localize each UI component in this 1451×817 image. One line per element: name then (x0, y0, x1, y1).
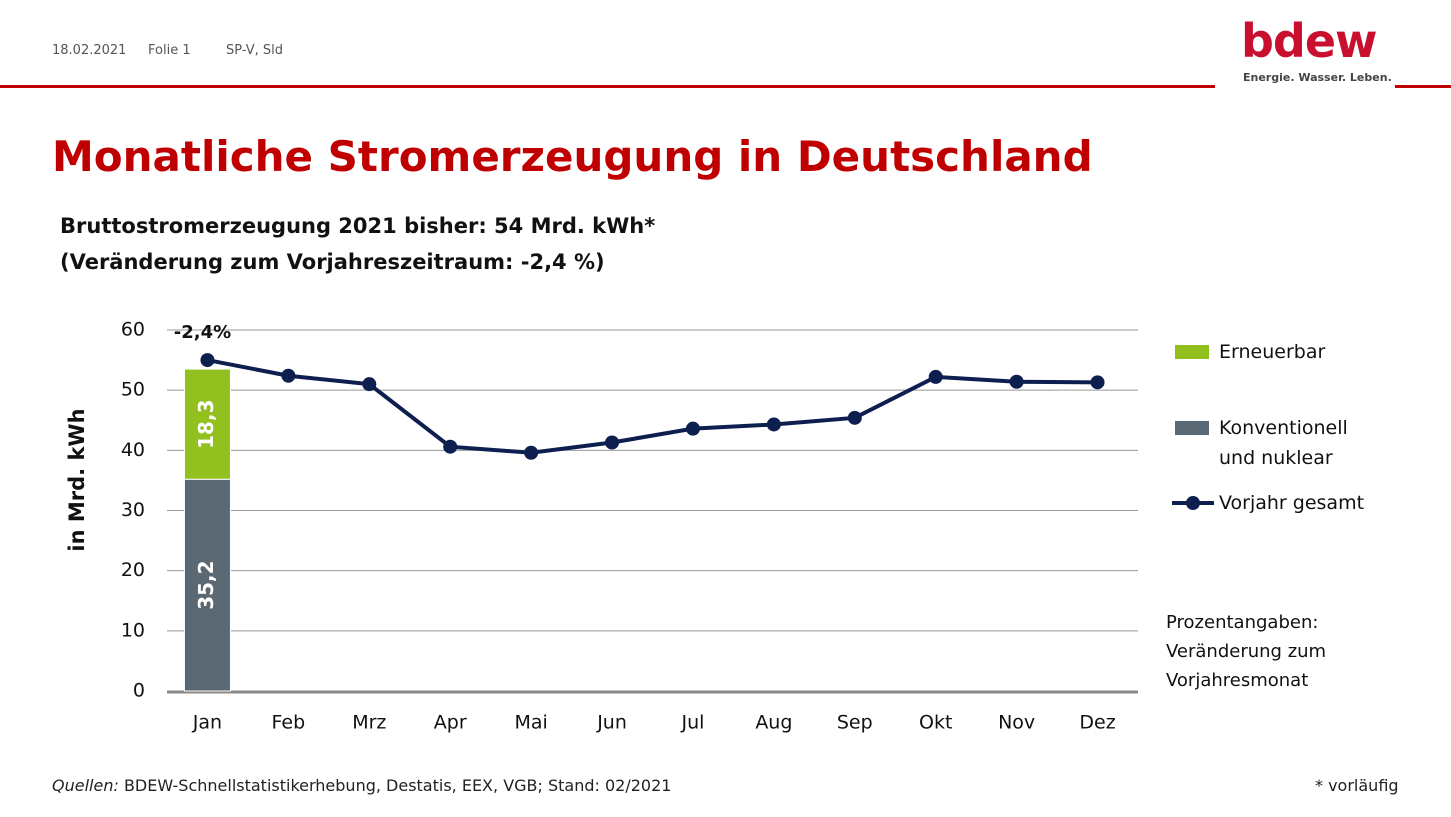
line-marker (685, 421, 700, 436)
line-marker (928, 369, 943, 384)
x-tick-label: Mrz (352, 712, 386, 734)
data-label: 18,3 (194, 399, 218, 448)
data-label: 35,2 (194, 560, 218, 609)
legend-swatch (1175, 421, 1209, 435)
subtitle: Bruttostromerzeugung 2021 bisher: 54 Mrd… (60, 214, 656, 238)
y-tick-label: 40 (121, 439, 145, 461)
x-tick-label: Aug (755, 712, 792, 734)
source-text: BDEW-Schnellstatistikerhebung, Destatis,… (123, 776, 672, 795)
x-tick-label: Nov (998, 712, 1035, 734)
y-tick-label: 20 (121, 559, 145, 581)
header-slide: Folie 1 (148, 43, 191, 58)
header-date: 18.02.2021 (52, 43, 127, 58)
remark: * vorläufig (1315, 776, 1399, 795)
source-label: Quellen: (52, 776, 119, 795)
x-tick-label: Apr (434, 712, 467, 734)
line-marker (1090, 375, 1105, 390)
annotation: -2,4% (174, 322, 231, 343)
y-axis-label: in Mrd. kWh (65, 408, 89, 551)
line-marker (1009, 374, 1024, 389)
header-rule (1395, 85, 1451, 88)
x-tick-label: Dez (1079, 712, 1115, 734)
legend-label: Vorjahr gesamt (1219, 492, 1365, 514)
line-marker (443, 439, 458, 454)
x-tick-label: Jan (192, 712, 222, 734)
legend-swatch (1186, 496, 1200, 510)
legend-swatch (1175, 345, 1209, 359)
legend-label: Konventionell und nuklear (1219, 417, 1348, 469)
header-author: SP-V, Sld (226, 43, 284, 58)
header-rule (0, 85, 1215, 88)
bar-segment (183, 368, 231, 480)
line-marker (200, 353, 215, 368)
y-tick-label: 10 (121, 619, 145, 641)
logo-tagline: Energie. Wasser. Leben. (1243, 71, 1392, 84)
y-tick-label: 30 (121, 499, 145, 521)
line (207, 358, 1098, 455)
x-tick-label: Feb (272, 712, 306, 734)
x-tick-label: Mai (514, 712, 547, 734)
line-marker (766, 417, 781, 432)
subtitle: (Veränderung zum Vorjahreszeitraum: -2,4… (60, 250, 605, 274)
x-tick-label: Okt (919, 712, 952, 734)
line-marker (281, 368, 296, 383)
line-marker (605, 435, 620, 450)
x-tick-label: Jul (680, 712, 704, 734)
title: Monatliche Stromerzeugung in Deutschland (52, 132, 1093, 181)
line-marker (847, 410, 862, 425)
logo: bdew (1241, 14, 1378, 68)
line-marker (362, 377, 377, 392)
y-tick-label: 0 (133, 680, 145, 702)
line-marker (524, 445, 539, 460)
y-tick-label: 50 (121, 379, 145, 401)
legend-label: Erneuerbar (1219, 341, 1326, 363)
y-tick-label: 60 (121, 319, 145, 341)
x-tick-label: Sep (837, 712, 873, 734)
note: Prozentangaben: Veränderung zum Vorjahre… (1166, 612, 1327, 691)
x-tick-label: Jun (596, 712, 627, 734)
source: Quellen: BDEW-Schnellstatistikerhebung, … (52, 776, 671, 795)
bar-segment (183, 478, 231, 692)
